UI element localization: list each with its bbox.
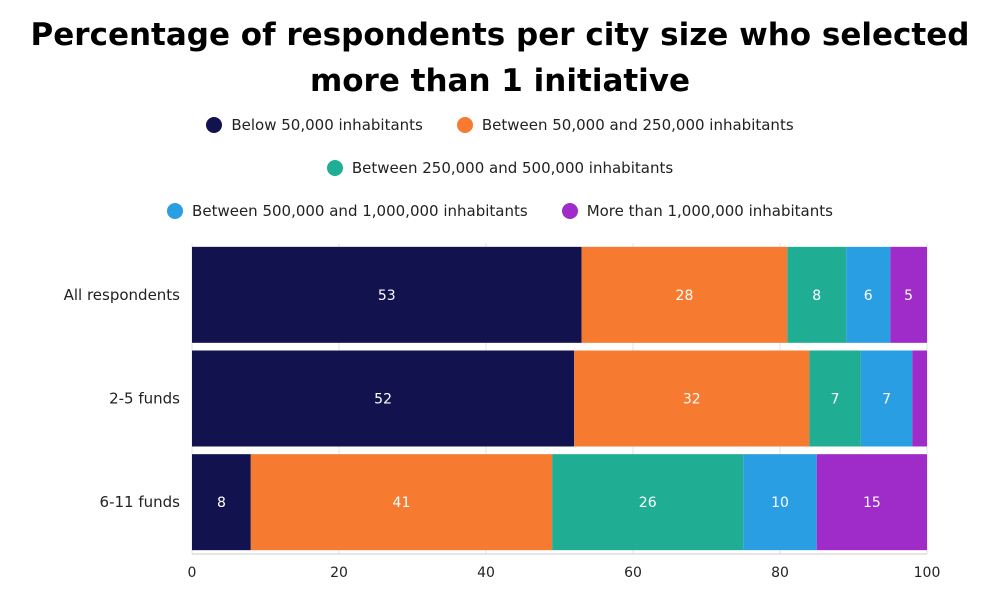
legend-label: Between 250,000 and 500,000 inhabitants [351, 159, 674, 177]
bar-segment-3-1[interactable] [192, 454, 251, 551]
x-tick-label-0: 0 [188, 565, 197, 581]
legend-item-over-1m[interactable]: More than 1,000,000 inhabitants [561, 202, 833, 220]
data-label-2-2: 32 [683, 392, 701, 408]
category-label-3: 6-11 funds [100, 493, 181, 511]
category-label-2: 2-5 funds [109, 390, 180, 408]
legend-label: Between 50,000 and 250,000 inhabitants [481, 116, 794, 134]
legend-label: More than 1,000,000 inhabitants [586, 202, 833, 220]
data-label-1-2: 28 [676, 288, 694, 304]
bar-segment-1-4[interactable] [846, 246, 891, 343]
data-label-3-4: 10 [771, 495, 789, 511]
data-label-1-1: 53 [378, 288, 396, 304]
bar-segment-3-4[interactable] [743, 454, 817, 551]
data-label-2-1: 52 [374, 392, 392, 408]
bar-segment-2-3[interactable] [809, 350, 861, 447]
legend-marker-icon [456, 117, 473, 133]
legend-row-2: Between 250,000 and 500,000 inhabitants [0, 159, 1000, 177]
x-tick-label-3: 60 [624, 565, 642, 581]
legend-marker-icon [561, 203, 578, 219]
data-label-2-4: 7 [882, 392, 891, 408]
data-label-1-4: 6 [864, 288, 873, 304]
legend-row-1: Below 50,000 inhabitants Between 50,000 … [0, 116, 1000, 134]
bar-segment-3-3[interactable] [552, 454, 744, 551]
bar-segment-2-4[interactable] [860, 350, 913, 447]
legend-marker-icon [206, 117, 223, 133]
data-label-1-3: 8 [812, 288, 821, 304]
bar-segment-3-2[interactable] [250, 454, 553, 551]
bar-segment-1-5[interactable] [890, 246, 927, 343]
x-tick-label-5: 100 [914, 565, 941, 581]
legend-item-250k-500k[interactable]: Between 250,000 and 500,000 inhabitants [326, 159, 674, 177]
x-tick-label-2: 40 [477, 565, 495, 581]
data-label-3-5: 15 [863, 495, 881, 511]
chart-title: Percentage of respondents per city size … [0, 12, 1000, 104]
bar-segment-1-3[interactable] [787, 246, 847, 343]
data-label-3-1: 8 [217, 495, 226, 511]
legend-item-below-50k[interactable]: Below 50,000 inhabitants [206, 116, 423, 134]
bar-segment-2-2[interactable] [574, 350, 810, 447]
category-label-1: All respondents [64, 286, 181, 304]
chart-title-line-1: Percentage of respondents per city size … [30, 17, 970, 53]
legend-item-500k-1m[interactable]: Between 500,000 and 1,000,000 inhabitant… [167, 202, 528, 220]
legend-label: Below 50,000 inhabitants [231, 116, 423, 134]
bar-segment-1-2[interactable] [581, 246, 788, 343]
legend-marker-icon [167, 203, 184, 219]
bar-segment-2-5[interactable] [912, 350, 927, 447]
chart-title-line-2: more than 1 initiative [309, 63, 691, 99]
data-label-3-2: 41 [393, 495, 411, 511]
bar-segment-2-1[interactable] [192, 350, 575, 447]
legend-label: Between 500,000 and 1,000,000 inhabitant… [192, 202, 528, 220]
data-label-1-5: 5 [904, 288, 913, 304]
legend-row-3: Between 500,000 and 1,000,000 inhabitant… [0, 202, 1000, 220]
data-label-2-3: 7 [831, 392, 840, 408]
data-label-3-3: 26 [639, 495, 657, 511]
legend-marker-icon [326, 160, 343, 176]
legend-item-50k-250k[interactable]: Between 50,000 and 250,000 inhabitants [456, 116, 794, 134]
bar-segment-1-1[interactable] [192, 246, 582, 343]
x-tick-label-4: 80 [771, 565, 789, 581]
bar-segment-3-5[interactable] [816, 454, 927, 551]
x-tick-label-1: 20 [330, 565, 348, 581]
